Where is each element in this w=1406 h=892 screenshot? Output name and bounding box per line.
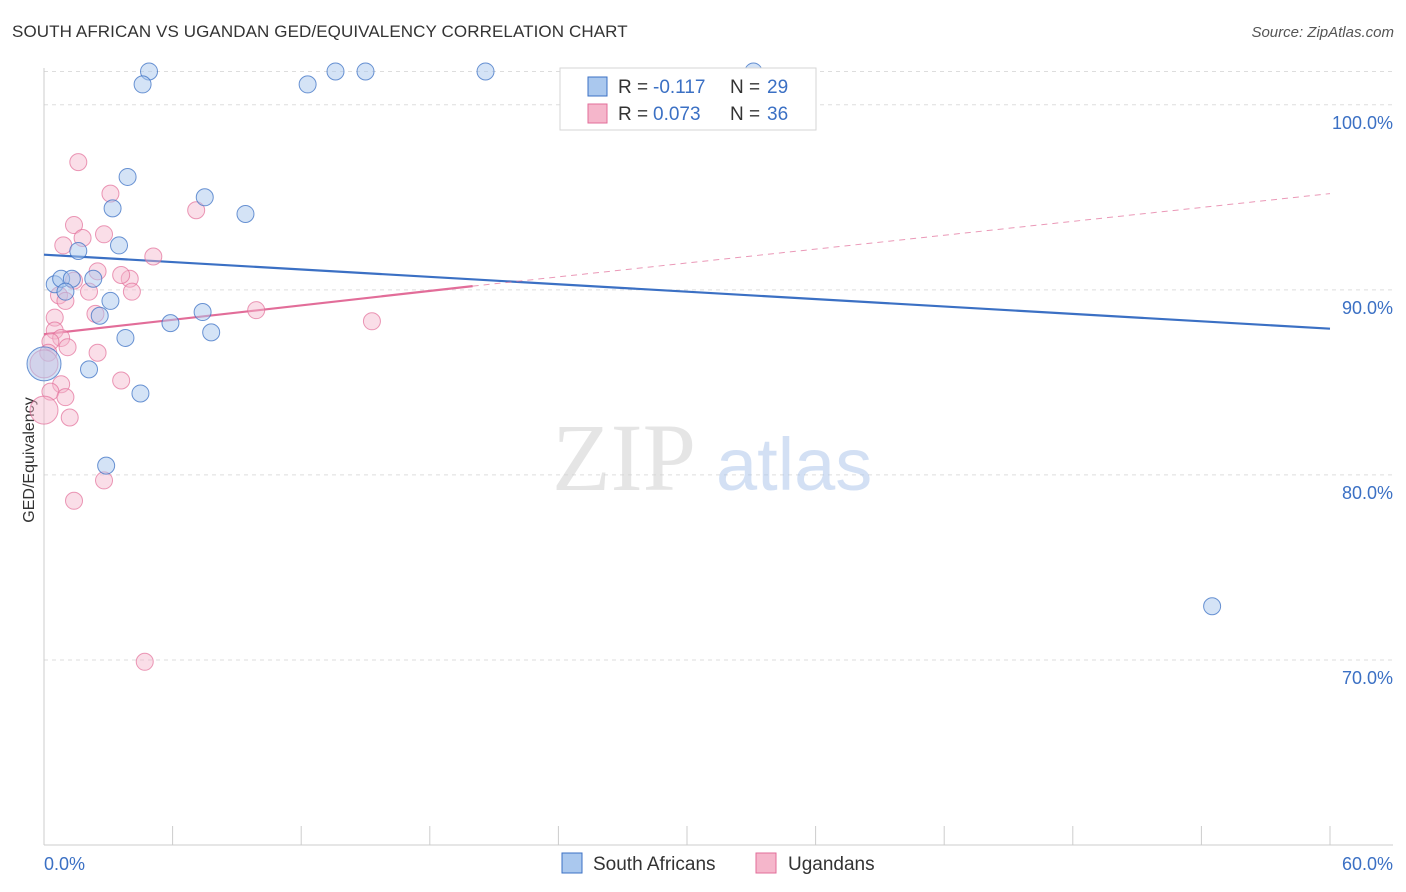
south-africans-point [118, 167, 137, 186]
y-tick-label: 80.0% [1342, 483, 1393, 503]
grid-lines [44, 70, 1393, 661]
ugandans-point [135, 652, 154, 671]
series-legend: South Africans Ugandans [561, 852, 875, 875]
x-tick-label-min: 0.0% [44, 854, 85, 874]
south-africans-point [84, 269, 103, 288]
south-africans-point [133, 75, 152, 94]
south-africans-point [69, 241, 88, 260]
x-tick-label-max: 60.0% [1342, 854, 1393, 874]
watermark-zip: ZIP [552, 404, 696, 511]
south-africans-point [195, 188, 214, 207]
legend-swatch-south-africans [561, 852, 583, 874]
south-africans-point [80, 360, 99, 379]
south-africans-point [1203, 597, 1222, 616]
stats-legend: R = -0.117 N = 29 R = 0.073 N = 36 [559, 67, 817, 131]
axes [43, 68, 1393, 846]
ugandans-point [122, 282, 141, 301]
stats-n-label-blue: N = [730, 77, 760, 98]
south-africans-point [103, 199, 122, 218]
stats-n-value-pink: 36 [767, 104, 788, 125]
stats-legend-swatch-blue [587, 76, 608, 97]
ugandans-point [54, 236, 73, 255]
ugandans-point [187, 201, 206, 220]
y-tick-label: 100.0% [1332, 113, 1393, 133]
south-africans-points [26, 62, 1222, 616]
ugandans-point [58, 338, 77, 357]
ugandans-point [95, 225, 114, 244]
ugandans-point [88, 343, 107, 362]
south-africans-point [193, 303, 212, 322]
legend-swatch-ugandans [755, 852, 777, 874]
ugandans-point [29, 395, 59, 425]
trend-lines [43, 193, 1331, 336]
stats-legend-swatch-pink [587, 103, 608, 124]
ugandans-point [56, 388, 75, 407]
ugandans-point [95, 471, 114, 490]
y-tick-labels: 70.0% 80.0% 90.0% 100.0% [1332, 113, 1393, 688]
south-africans-point [97, 456, 116, 475]
south-africans-point [476, 62, 495, 81]
ugandans-point [101, 184, 120, 203]
chart-source: Source: ZipAtlas.com [1251, 24, 1394, 41]
south-africans-point [56, 282, 75, 301]
ugandans-point [60, 408, 79, 427]
trend-line-ugandans-extension [472, 193, 1331, 287]
chart-title: SOUTH AFRICAN VS UGANDAN GED/EQUIVALENCY… [12, 22, 628, 41]
legend-label-ugandans: Ugandans [788, 854, 875, 875]
south-africans-point [116, 328, 135, 347]
ugandans-point [144, 247, 163, 266]
stats-n-label-pink: N = [730, 104, 760, 125]
south-africans-point [356, 62, 375, 81]
ugandans-point [112, 371, 131, 390]
watermark: ZIP atlas [552, 404, 872, 511]
ugandans-point [65, 491, 84, 510]
ugandans-point [362, 312, 381, 331]
south-africans-point [110, 236, 129, 255]
y-axis-label: GED/Equivalency [21, 397, 38, 522]
ugandans-point [45, 308, 64, 327]
legend-label-south-africans: South Africans [593, 854, 716, 875]
stats-r-value-blue: -0.117 [653, 77, 705, 98]
y-tick-label: 70.0% [1342, 668, 1393, 688]
south-africans-point [326, 62, 345, 81]
stats-r-label-pink: R = [618, 104, 648, 125]
ugandans-point [45, 321, 64, 340]
south-africans-point [202, 323, 221, 342]
ugandans-point [65, 216, 84, 235]
ugandans-points [29, 153, 381, 671]
y-tick-label: 90.0% [1342, 298, 1393, 318]
ugandans-point [52, 328, 71, 347]
trend-line-ugandans [43, 285, 473, 336]
south-africans-point [236, 204, 255, 223]
stats-n-value-blue: 29 [767, 77, 788, 98]
watermark-atlas: atlas [716, 423, 872, 506]
trend-line-south-africans [43, 253, 1331, 330]
ugandans-point [112, 266, 131, 285]
ugandans-point [247, 301, 266, 320]
south-africans-point [131, 384, 150, 403]
south-africans-point [90, 306, 109, 325]
south-africans-point [26, 346, 62, 382]
south-africans-point [161, 314, 180, 333]
ugandans-point [69, 153, 88, 172]
south-africans-point [298, 75, 317, 94]
stats-r-value-pink: 0.073 [653, 104, 701, 125]
south-africans-point [101, 291, 120, 310]
stats-r-label-blue: R = [618, 77, 648, 98]
